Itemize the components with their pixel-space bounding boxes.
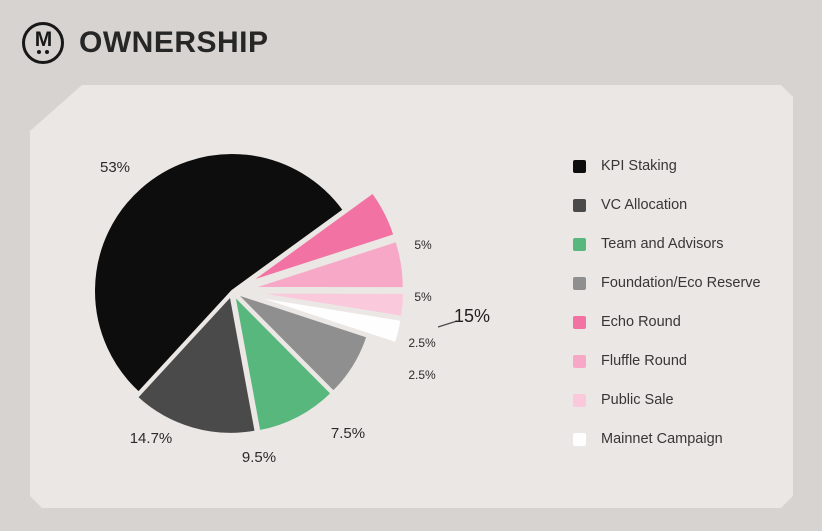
legend-item-echo-round: Echo Round — [573, 309, 761, 335]
legend-swatch-icon — [573, 432, 586, 446]
legend-label: Echo Round — [601, 314, 681, 330]
legend-swatch-icon — [573, 354, 586, 368]
legend-item-team-and-advisors: Team and Advisors — [573, 231, 761, 257]
legend-swatch-icon — [573, 237, 586, 251]
legend-swatch-icon — [573, 276, 586, 290]
legend-item-foundation-eco-reserve: Foundation/Eco Reserve — [573, 270, 761, 296]
chart-legend: KPI Staking VC Allocation Team and Advisor… — [573, 153, 761, 452]
brand-logo-icon: M — [22, 22, 64, 64]
legend-item-fluffle-round: Fluffle Round — [573, 348, 761, 374]
legend-label: Fluffle Round — [601, 353, 687, 369]
page-title: OWNERSHIP — [79, 26, 269, 59]
legend-label: Mainnet Campaign — [601, 431, 723, 447]
legend-label: VC Allocation — [601, 197, 688, 213]
legend-item-mainnet-campaign: Mainnet Campaign — [573, 426, 761, 452]
legend-label: Foundation/Eco Reserve — [601, 275, 761, 291]
legend-swatch-icon — [573, 198, 586, 212]
logo-letter: M — [34, 28, 53, 51]
legend-item-public-sale: Public Sale — [573, 387, 761, 413]
legend-label: Public Sale — [601, 392, 674, 408]
legend-label: Team and Advisors — [601, 236, 724, 252]
legend-item-kpi-staking: KPI Staking — [573, 153, 761, 179]
legend-label: KPI Staking — [601, 158, 677, 174]
header: M OWNERSHIP — [22, 22, 269, 64]
legend-swatch-icon — [573, 393, 586, 407]
legend-swatch-icon — [573, 315, 586, 329]
legend-swatch-icon — [573, 159, 586, 173]
logo-dot-icon — [45, 50, 49, 54]
logo-dot-icon — [37, 50, 41, 54]
legend-item-vc-allocation: VC Allocation — [573, 192, 761, 218]
